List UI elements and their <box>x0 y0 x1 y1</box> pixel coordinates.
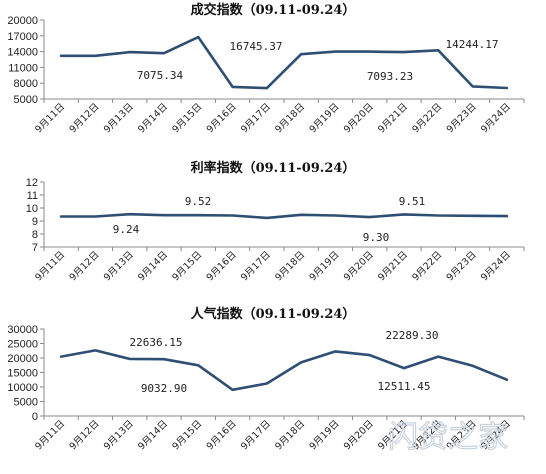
x-tick-label: 9月12日 <box>68 249 102 283</box>
x-tick-label: 9月22日 <box>410 101 444 135</box>
series-line <box>59 212 509 220</box>
y-tick-label: 14000 <box>7 47 38 59</box>
x-tick-label: 9月23日 <box>445 101 479 135</box>
x-tick-label: 9月22日 <box>410 249 444 283</box>
y-tick-label: 11 <box>27 190 38 202</box>
y-tick-label: 8 <box>32 229 38 241</box>
x-tick-label: 9月23日 <box>445 249 479 283</box>
x-tick-label: 9月13日 <box>102 418 136 452</box>
y-tick-label: 25000 <box>7 339 38 351</box>
chart-title: 利率指数（09.11-09.24） <box>191 160 356 176</box>
data-label: 16745.37 <box>230 40 283 53</box>
x-tick-label: 9月17日 <box>239 249 273 283</box>
x-tick-label: 9月16日 <box>205 101 239 135</box>
chart-title: 人气指数（09.11-09.24） <box>191 306 356 322</box>
y-tick-label: 5000 <box>14 94 38 106</box>
y-tick-label: 15000 <box>7 368 38 380</box>
y-tick-label: 10 <box>26 203 38 215</box>
x-tick-label: 9月24日 <box>479 249 513 283</box>
y-tick-label: 9 <box>32 216 38 228</box>
data-label: 9.30 <box>363 231 390 244</box>
data-label: 14244.17 <box>446 38 499 51</box>
x-tick-label: 9月16日 <box>205 418 239 452</box>
chart-panel-1: 成交指数（09.11-09.24） 5000 8000 11000 14000 17000… <box>7 2 525 135</box>
data-label: 9032.90 <box>141 382 187 395</box>
series-line <box>59 35 509 90</box>
y-tick-label: 7 <box>32 242 38 254</box>
x-tick-label: 9月14日 <box>136 249 170 283</box>
data-label: 9.24 <box>113 223 140 236</box>
watermark-logo: 闪贷之家 <box>388 420 508 455</box>
x-tick-label: 9月20日 <box>342 249 376 283</box>
data-label: 9.52 <box>185 195 212 208</box>
x-tick-label: 9月12日 <box>68 101 102 135</box>
chart-title: 成交指数（09.11-09.24） <box>191 2 356 18</box>
x-tick-label: 9月15日 <box>170 249 204 283</box>
y-tick-label: 12 <box>26 177 38 189</box>
x-tick-label: 9月12日 <box>68 418 102 452</box>
series-line <box>59 349 509 392</box>
data-label: 22289.30 <box>386 329 439 342</box>
x-tick-label: 9月19日 <box>308 101 342 135</box>
y-tick-label: 20000 <box>7 15 38 27</box>
y-tick-label: 10000 <box>7 382 38 394</box>
x-tick-label: 9月18日 <box>273 418 307 452</box>
y-tick-label: 11000 <box>8 62 38 74</box>
x-tick-label: 9月24日 <box>479 101 513 135</box>
x-tick-label: 9月18日 <box>273 249 307 283</box>
x-tick-label: 9月20日 <box>342 418 376 452</box>
x-tick-label: 9月13日 <box>102 101 136 135</box>
x-tick-label: 9月18日 <box>273 101 307 135</box>
x-tick-label: 9月17日 <box>239 418 273 452</box>
y-tick-label: 0 <box>32 411 38 423</box>
y-tick-label: 8000 <box>14 78 38 90</box>
x-tick-label: 9月17日 <box>239 101 273 135</box>
y-tick-label: 30000 <box>7 324 38 336</box>
x-tick-label: 9月19日 <box>308 418 342 452</box>
x-tick-label: 9月15日 <box>170 101 204 135</box>
data-label: 9.51 <box>399 195 426 208</box>
x-tick-label: 9月11日 <box>33 249 67 283</box>
x-tick-label: 9月16日 <box>205 249 239 283</box>
x-tick-label: 9月13日 <box>102 249 136 283</box>
y-tick-label: 17000 <box>7 31 38 43</box>
y-tick-label: 20000 <box>7 353 38 365</box>
data-label: 7075.34 <box>137 69 184 82</box>
x-tick-label: 9月15日 <box>170 418 204 452</box>
x-tick-label: 9月21日 <box>376 101 410 135</box>
x-tick-label: 9月14日 <box>136 418 170 452</box>
y-tick-label: 5000 <box>14 397 38 409</box>
x-tick-label: 9月19日 <box>308 249 342 283</box>
x-tick-label: 9月11日 <box>33 418 67 452</box>
x-tick-label: 9月11日 <box>33 101 67 135</box>
x-tick-label: 9月14日 <box>136 101 170 135</box>
data-label: 7093.23 <box>367 70 413 83</box>
x-tick-label: 9月21日 <box>376 249 410 283</box>
data-label: 12511.45 <box>378 380 431 393</box>
data-label: 22636.15 <box>130 336 183 349</box>
x-tick-label: 9月20日 <box>342 101 376 135</box>
